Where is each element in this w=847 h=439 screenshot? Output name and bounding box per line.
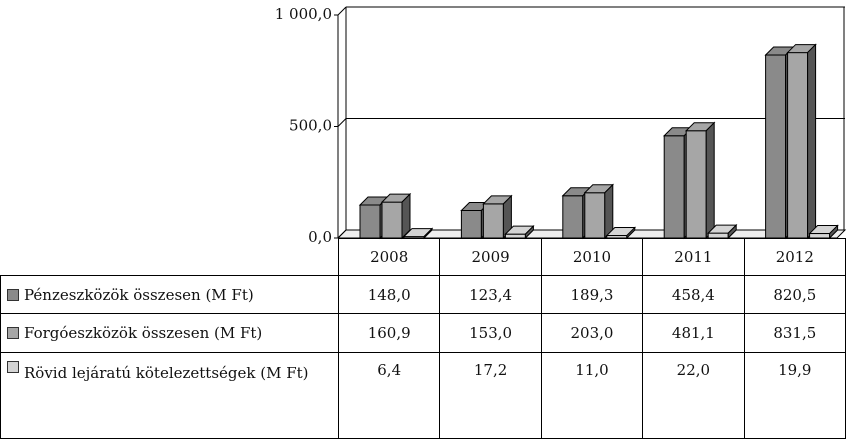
legend-key <box>7 327 19 339</box>
bar-3d <box>808 224 839 240</box>
legend-key <box>7 288 19 301</box>
category-cell: 2010 <box>540 238 644 276</box>
legend-key <box>7 361 19 373</box>
bar-3d <box>706 223 738 240</box>
bar <box>381 201 403 239</box>
category-cell: 2011 <box>642 238 745 276</box>
bar <box>787 52 809 239</box>
value-cell: 189,3 <box>540 275 644 314</box>
value-cell: 160,9 <box>338 313 441 353</box>
value-cell: 123,4 <box>439 275 542 314</box>
bar-3d <box>380 192 412 240</box>
value-cell: 11,0 <box>540 352 644 439</box>
legend-cell: Rövid lejáratú kötelezettségek (M Ft) <box>0 352 339 439</box>
bar-3d <box>504 224 535 240</box>
category-cell: 2008 <box>338 238 441 276</box>
bar-3d <box>583 183 615 240</box>
legend-cell: Forgóeszközök összesen (M Ft) <box>0 313 339 353</box>
value-cell: 22,0 <box>642 352 745 439</box>
legend-label: Pénzeszközök összesen (M Ft) <box>24 285 254 304</box>
bar <box>359 204 381 239</box>
value-cell: 481,1 <box>642 313 745 353</box>
bar-3d <box>786 43 817 240</box>
bar <box>663 135 685 239</box>
bar-3d <box>605 226 637 240</box>
bar-side <box>524 224 534 240</box>
legend-cell: Pénzeszközök összesen (M Ft) <box>0 275 339 314</box>
value-cell: 19,9 <box>743 352 846 439</box>
value-cell: 148,0 <box>338 275 441 314</box>
category-cell: 2009 <box>439 238 542 276</box>
value-cell: 203,0 <box>540 313 644 353</box>
bar-3d <box>684 121 716 240</box>
bar-side <box>423 227 433 240</box>
bar <box>685 130 707 239</box>
bar-side <box>626 226 636 240</box>
bar <box>765 54 787 239</box>
bar-3d <box>402 227 434 240</box>
bar-side <box>727 223 737 240</box>
bar <box>460 209 482 239</box>
bar-side <box>829 224 839 240</box>
grid-diagonal <box>337 6 347 16</box>
y-tick-label: 1 000,0 <box>275 5 332 23</box>
value-cell: 17,2 <box>439 352 542 439</box>
bar-side <box>807 43 817 240</box>
value-cell: 831,5 <box>743 313 846 353</box>
grid-diagonal <box>337 118 347 127</box>
bar-3d <box>482 194 513 240</box>
grid-diagonal <box>337 229 347 239</box>
y-tick-label: 0,0 <box>308 228 332 246</box>
bar-side <box>705 121 715 240</box>
y-tick-label: 500,0 <box>289 117 332 135</box>
legend-label: Rövid lejáratú kötelezettségek (M Ft) <box>24 364 309 382</box>
bar-side <box>604 183 614 240</box>
value-cell: 6,4 <box>338 352 441 439</box>
value-cell: 458,4 <box>642 275 745 314</box>
bar <box>584 192 606 239</box>
category-cell: 2012 <box>743 238 846 276</box>
bar <box>562 195 584 239</box>
value-cell: 820,5 <box>743 275 846 314</box>
bar <box>482 203 504 239</box>
legend-label: Forgóeszközök összesen (M Ft) <box>24 324 263 342</box>
value-cell: 153,0 <box>439 313 542 353</box>
